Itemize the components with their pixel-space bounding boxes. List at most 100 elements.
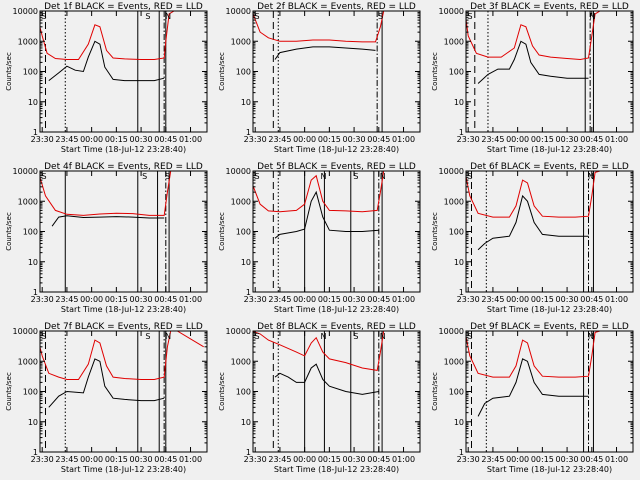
attenuator-marker-label: S	[255, 332, 260, 341]
x-tick-label: 23:45	[481, 455, 504, 464]
x-tick-label: 00:45	[580, 295, 603, 304]
y-tick-label: 1	[459, 128, 464, 137]
attenuator-marker-label: S	[42, 12, 47, 21]
x-tick-label: 00:30	[343, 135, 366, 144]
subplot-title: Det 3f BLACK = Events, RED = LLD	[470, 2, 629, 12]
series-line-lld	[40, 11, 204, 60]
x-tick-label: 00:45	[154, 135, 177, 144]
series-line-events	[48, 40, 165, 82]
y-tick-label: 10	[28, 258, 38, 267]
y-tick-label: 10	[241, 418, 251, 427]
x-tick-label: 23:30	[244, 135, 267, 144]
attenuator-marker-label: S	[145, 332, 150, 341]
x-tick-label: 00:00	[293, 295, 316, 304]
attenuator-marker-label: N	[588, 172, 594, 181]
x-tick-label: 01:00	[392, 135, 415, 144]
x-tick-label: 00:30	[556, 455, 579, 464]
plot-area	[253, 171, 417, 292]
x-tick-label: 00:15	[318, 455, 341, 464]
x-tick-label: 23:30	[457, 135, 480, 144]
y-axis-title: Counts/sec	[431, 52, 439, 91]
subplot-title: Det 1f BLACK = Events, RED = LLD	[44, 2, 203, 12]
y-tick-label: 100	[236, 68, 251, 77]
x-tick-label: 00:00	[80, 135, 103, 144]
y-tick-label: 1	[459, 288, 464, 297]
y-tick-label: 10	[28, 98, 38, 107]
y-axis-title: Counts/sec	[5, 52, 13, 91]
attenuator-marker-label: S	[468, 332, 473, 341]
series-line-events	[274, 363, 379, 395]
y-axis-title: Counts/sec	[218, 52, 226, 91]
y-tick-label: 1	[246, 448, 251, 457]
y-tick-label: 10000	[439, 167, 464, 176]
x-tick-label: 23:30	[457, 455, 480, 464]
y-tick-label: 100	[23, 228, 38, 237]
x-tick-label: 01:00	[605, 455, 628, 464]
y-tick-label: 100	[449, 228, 464, 237]
x-tick-label: 00:15	[318, 135, 341, 144]
y-tick-label: 10	[454, 98, 464, 107]
x-tick-label: 01:00	[605, 135, 628, 144]
attenuator-marker-label: S	[378, 12, 383, 21]
series-line-events	[51, 215, 165, 227]
y-axis-title: Counts/sec	[5, 212, 13, 251]
attenuator-marker-label: N	[320, 332, 326, 341]
x-tick-label: 23:30	[31, 455, 54, 464]
subplot-title: Det 6f BLACK = Events, RED = LLD	[470, 162, 629, 172]
y-tick-label: 100	[23, 388, 38, 397]
y-tick-label: 100	[449, 68, 464, 77]
x-axis-title: Start Time (18-Jul-12 23:28:40)	[61, 145, 186, 154]
y-tick-label: 100	[449, 388, 464, 397]
y-tick-label: 100	[236, 228, 251, 237]
x-tick-label: 23:30	[31, 135, 54, 144]
series-line-events	[274, 190, 379, 239]
series-line-lld	[253, 171, 417, 213]
y-tick-label: 10	[28, 418, 38, 427]
series-line-lld	[40, 331, 204, 380]
x-tick-label: 00:00	[80, 295, 103, 304]
attenuator-marker-label: S	[42, 332, 47, 341]
x-tick-label: 01:00	[179, 295, 202, 304]
x-tick-label: 00:30	[130, 295, 153, 304]
attenuator-marker-label: N	[320, 172, 326, 181]
x-axis-title: Start Time (18-Jul-12 23:28:40)	[487, 145, 612, 154]
x-tick-label: 00:45	[154, 455, 177, 464]
series-line-lld	[253, 331, 417, 371]
attenuator-marker-label: N	[590, 12, 596, 21]
series-line-events	[48, 358, 165, 408]
y-axis-title: Counts/sec	[218, 372, 226, 411]
x-tick-label: 01:00	[392, 455, 415, 464]
y-tick-label: 1	[246, 288, 251, 297]
x-tick-label: 00:00	[506, 455, 529, 464]
y-tick-label: 1000	[444, 357, 464, 366]
plot-area	[40, 331, 204, 452]
x-tick-label: 00:45	[580, 135, 603, 144]
y-tick-label: 1000	[231, 197, 251, 206]
y-tick-label: 1000	[231, 357, 251, 366]
x-axis-title: Start Time (18-Jul-12 23:28:40)	[61, 465, 186, 474]
x-axis-title: Start Time (18-Jul-12 23:28:40)	[61, 305, 186, 314]
y-tick-label: 10000	[13, 7, 38, 16]
attenuator-marker-label: N	[380, 332, 386, 341]
series-line-events	[477, 194, 589, 251]
series-line-lld	[466, 331, 630, 378]
y-tick-label: 10000	[226, 167, 251, 176]
attenuator-marker-label: S	[255, 12, 260, 21]
y-tick-label: 1000	[18, 357, 38, 366]
x-axis-title: Start Time (18-Jul-12 23:28:40)	[274, 145, 399, 154]
y-tick-label: 1000	[18, 197, 38, 206]
y-tick-label: 10	[241, 258, 251, 267]
x-axis-title: Start Time (18-Jul-12 23:28:40)	[487, 305, 612, 314]
x-tick-label: 01:00	[179, 455, 202, 464]
x-axis-title: Start Time (18-Jul-12 23:28:40)	[274, 305, 399, 314]
y-tick-label: 1	[459, 448, 464, 457]
x-tick-label: 23:45	[268, 135, 291, 144]
